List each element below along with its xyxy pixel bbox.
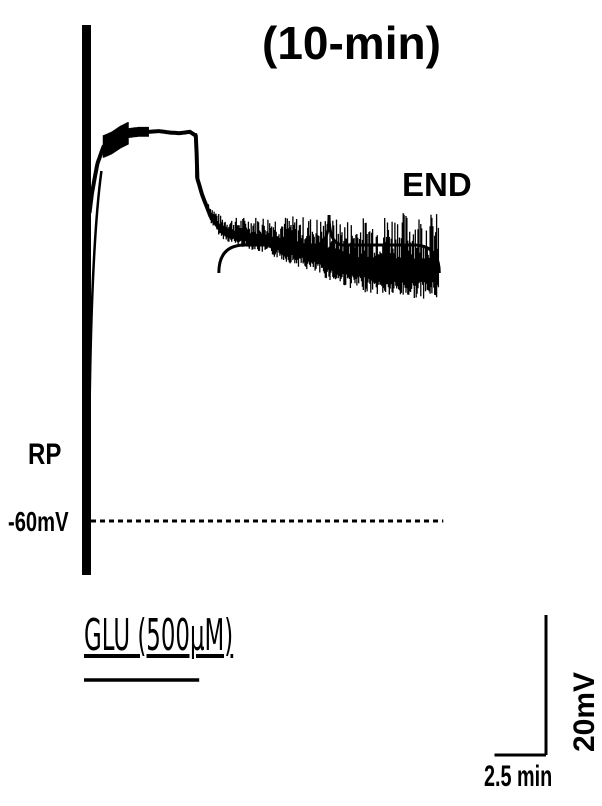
resting-potential-value: -60mV xyxy=(8,506,69,537)
voltage-scale-label: 20mV xyxy=(568,671,601,752)
resting-potential-label: RP xyxy=(28,438,62,471)
spike-bursts xyxy=(207,204,440,299)
trace-layer xyxy=(82,25,548,757)
end-bracket xyxy=(217,214,441,274)
rise-curve xyxy=(87,170,103,466)
end-phase-label: END xyxy=(402,166,472,203)
onset-deflection xyxy=(82,25,91,575)
chart-title: (10-min) xyxy=(262,17,441,69)
time-scale-label: 2.5 min xyxy=(484,760,553,793)
stimulus-label: GLU (500μM) xyxy=(84,610,234,661)
plateau-oscillations xyxy=(102,122,149,158)
